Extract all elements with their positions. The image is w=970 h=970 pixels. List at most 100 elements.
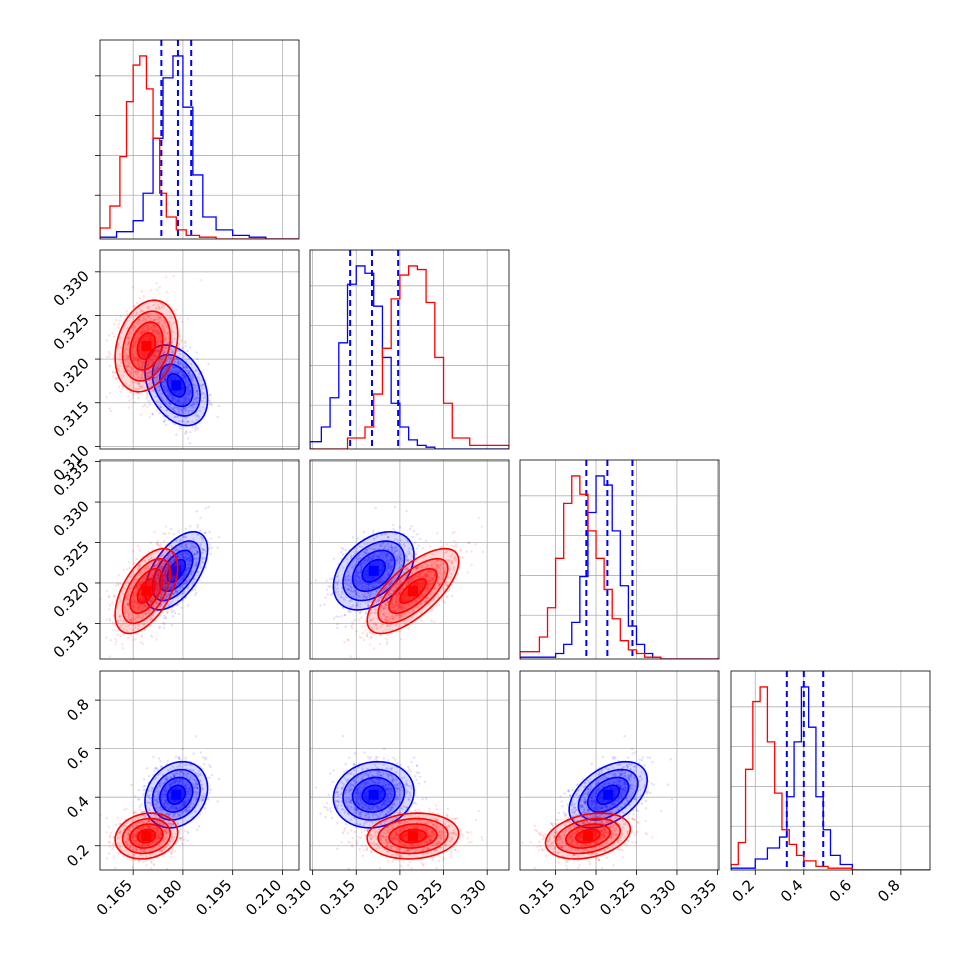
scatter-point [147, 315, 150, 319]
scatter-point [173, 321, 177, 325]
scatter-point [142, 360, 146, 363]
scatter-point [169, 582, 172, 586]
scatter-point [184, 392, 188, 395]
scatter-point [157, 338, 160, 342]
scatter-point [151, 297, 155, 300]
scatter-point [184, 527, 187, 531]
scatter-point [326, 593, 329, 596]
scatter-point [189, 555, 193, 559]
scatter-point [153, 530, 156, 534]
scatter-point [187, 399, 190, 402]
scatter-point [183, 552, 186, 555]
scatter-point [152, 323, 155, 327]
scatter-point [153, 354, 156, 357]
scatter-point [175, 308, 178, 311]
scatter-point [124, 354, 127, 357]
scatter-point [142, 328, 146, 331]
scatter-point [196, 550, 199, 554]
scatter-point [155, 340, 159, 344]
scatter-point [195, 396, 199, 399]
scatter-point [156, 348, 159, 352]
density-peak [171, 380, 182, 391]
scatter-point [176, 360, 179, 363]
scatter-point [155, 349, 159, 352]
scatter-point [129, 335, 132, 339]
scatter-point [191, 550, 194, 553]
scatter-point [197, 414, 200, 418]
scatter-point [184, 422, 187, 425]
scatter-point [183, 400, 186, 403]
scatter-point [165, 366, 168, 370]
scatter-point [201, 406, 204, 409]
scatter-point [164, 380, 167, 384]
scatter-point [169, 325, 173, 329]
scatter-point [189, 404, 192, 407]
scatter-point [178, 398, 181, 402]
scatter-point [170, 350, 174, 354]
scatter-point [137, 387, 141, 390]
scatter-point [133, 341, 137, 344]
scatter-point [158, 545, 162, 548]
scatter-point [119, 336, 123, 340]
scatter-point [183, 398, 186, 401]
scatter-point [140, 377, 143, 380]
scatter-point [196, 414, 199, 417]
scatter-point [188, 398, 191, 401]
scatter-point [157, 318, 160, 321]
scatter-point [178, 400, 182, 404]
scatter-point [128, 370, 132, 373]
scatter-point [130, 368, 133, 371]
scatter-point [172, 406, 175, 409]
scatter-point [196, 418, 199, 422]
scatter-point [184, 375, 187, 379]
scatter-point [181, 402, 185, 406]
scatter-point [165, 374, 168, 377]
scatter-point [184, 341, 187, 345]
scatter-point [100, 597, 102, 601]
scatter-point [160, 590, 164, 593]
scatter-point [177, 410, 181, 414]
scatter-point [159, 334, 163, 338]
scatter-point [191, 420, 194, 423]
scatter-point [154, 355, 158, 359]
scatter-point [152, 325, 155, 329]
scatter-point [155, 343, 159, 346]
scatter-point [109, 409, 113, 413]
scatter-point [163, 329, 166, 333]
scatter-point [153, 355, 156, 358]
scatter-point [147, 328, 150, 331]
scatter-point [161, 323, 164, 327]
scatter-point [119, 390, 122, 393]
scatter-point [154, 368, 157, 371]
scatter-point [187, 559, 191, 563]
scatter-point [186, 552, 190, 555]
scatter-point [173, 558, 176, 561]
scatter-point [168, 393, 172, 396]
scatter-point [117, 342, 120, 345]
scatter-point [127, 343, 130, 347]
scatter-point [416, 533, 419, 536]
scatter-point [154, 350, 157, 353]
scatter-point [173, 558, 176, 561]
scatter-point [126, 336, 130, 339]
scatter-point [374, 507, 377, 510]
scatter-point [138, 382, 141, 385]
scatter-point [165, 332, 168, 335]
scatter-point [194, 384, 198, 388]
scatter-point [187, 566, 191, 570]
scatter-point [164, 346, 168, 350]
scatter-point [165, 581, 168, 585]
scatter-point [179, 362, 182, 366]
scatter-point [171, 366, 175, 369]
scatter-point [307, 598, 309, 600]
scatter-point [158, 336, 162, 340]
scatter-point [184, 570, 188, 573]
scatter-point [362, 530, 366, 534]
scatter-point [155, 386, 158, 390]
scatter-point [186, 540, 190, 543]
scatter-point [168, 394, 172, 398]
scatter-point [134, 637, 138, 641]
scatter-point [164, 346, 167, 349]
scatter-point [179, 553, 183, 556]
scatter-point [190, 573, 193, 576]
